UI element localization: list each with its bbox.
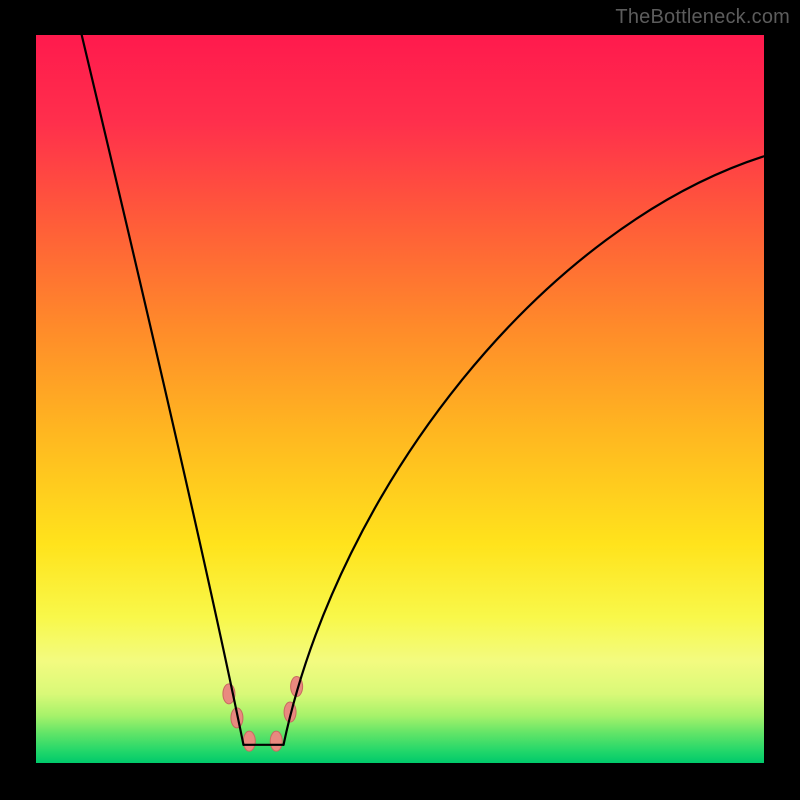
chart-container: TheBottleneck.com: [0, 0, 800, 800]
curve-right-branch: [284, 155, 764, 745]
curve-layer: [36, 35, 764, 763]
watermark-label: TheBottleneck.com: [615, 6, 790, 29]
plot-area: [36, 35, 764, 763]
curve-left-branch: [78, 35, 243, 745]
marker: [270, 731, 282, 751]
marker: [243, 731, 255, 751]
